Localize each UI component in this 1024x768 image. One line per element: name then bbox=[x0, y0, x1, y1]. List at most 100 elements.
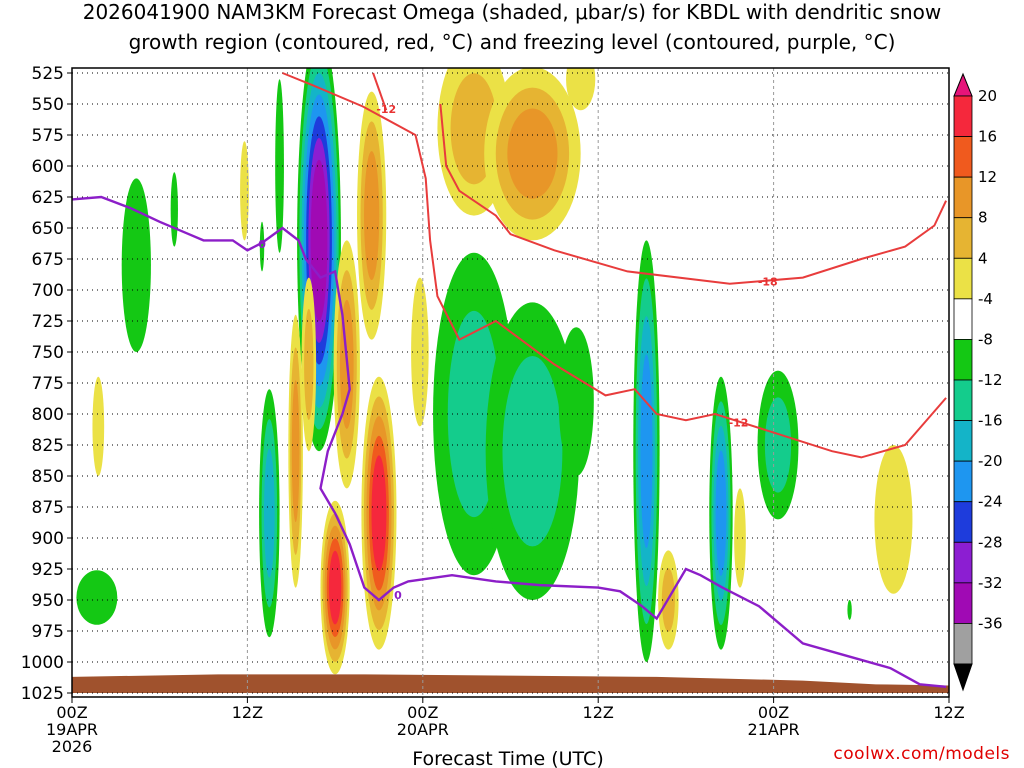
contour--12-isotherm bbox=[282, 72, 947, 459]
y-tick-label-875: 875 bbox=[32, 498, 64, 518]
x-tick-label-0-2: 2026 bbox=[52, 737, 93, 756]
y-tick-label-925: 925 bbox=[32, 560, 64, 580]
x-tick-label-24-1: 20APR bbox=[397, 720, 449, 739]
ascent-13z-level--6 bbox=[259, 221, 265, 272]
x-tick-label-0-0: 00Z bbox=[56, 703, 87, 722]
ascent-07z-level--6 bbox=[170, 172, 178, 247]
ascent-tower-level--30 bbox=[310, 159, 328, 322]
colorbar-bin--16--12 bbox=[953, 420, 973, 462]
sub-18z-level-18 bbox=[328, 550, 342, 625]
colorbar-label-8: 8 bbox=[978, 209, 988, 227]
sub-16z-level-6 bbox=[304, 308, 314, 420]
y-tick-label-850: 850 bbox=[32, 467, 64, 487]
y-tick-label-650: 650 bbox=[32, 219, 64, 239]
y-tick-label-750: 750 bbox=[32, 343, 64, 363]
sub-20z-upper-level-10 bbox=[364, 151, 380, 281]
x-tick-label-24-0: 00Z bbox=[407, 703, 438, 722]
contour-label-1: -18 bbox=[758, 275, 778, 288]
colorbar-label--16: -16 bbox=[978, 412, 1003, 430]
y-tick-label-1000: 1000 bbox=[21, 653, 64, 673]
colorbar-label--36: -36 bbox=[978, 614, 1003, 632]
ascent-07z-20apr-level--10 bbox=[502, 355, 563, 547]
y-tick-label-800: 800 bbox=[32, 405, 64, 425]
contour-label-2: -12 bbox=[729, 417, 749, 430]
colorbar-label-4: 4 bbox=[978, 249, 988, 267]
colorbar-label--12: -12 bbox=[978, 371, 1003, 389]
colorbar-bin--4-0 bbox=[953, 298, 973, 340]
x-tick-label-48-1: 21APR bbox=[748, 720, 800, 739]
colorbar-bin--36--32 bbox=[953, 623, 973, 665]
sub-10z-upper-level-2 bbox=[566, 68, 596, 111]
x-tick-label-48-0: 00Z bbox=[758, 703, 789, 722]
colorbar-bin--32--28 bbox=[953, 582, 973, 624]
sub-21z-level-18 bbox=[371, 455, 387, 572]
chart-title-line-2: growth region (contoured, red, °C) and f… bbox=[128, 30, 896, 54]
x-axis-label: Forecast Time (UTC) bbox=[412, 748, 603, 768]
colorbar-label--32: -32 bbox=[978, 574, 1003, 592]
sub-22z-20apr-level-2 bbox=[734, 488, 746, 588]
sub-07z-upper-level-10 bbox=[507, 108, 558, 199]
y-tick-label-675: 675 bbox=[32, 250, 64, 270]
y-tick-label-700: 700 bbox=[32, 281, 64, 301]
sub-08z-21apr-level-2 bbox=[874, 445, 913, 594]
x-tick-label-36-0: 12Z bbox=[583, 703, 614, 722]
omega-shading: -12 -18 -12 0 0 bbox=[72, 68, 949, 697]
y-tick-label-900: 900 bbox=[32, 529, 64, 549]
terrain bbox=[72, 674, 949, 693]
ascent-0z-level--6 bbox=[76, 570, 118, 625]
colorbar-bin--12--8 bbox=[953, 379, 973, 421]
ascent-21z-20apr-level--18 bbox=[715, 450, 727, 576]
colorbar-bin-16-20 bbox=[953, 95, 973, 137]
ascent-14z-level--6 bbox=[275, 79, 284, 253]
colorbar-label--20: -20 bbox=[978, 452, 1003, 470]
y-tick-label-975: 975 bbox=[32, 622, 64, 642]
contour--18-isotherm bbox=[439, 103, 947, 285]
plot-area: -12 -18 -12 0 0 bbox=[72, 68, 949, 697]
colorbar-bin--28--24 bbox=[953, 541, 973, 584]
colorbar: 20 16 12 8 4 -4 -8 -12 -16 -20 -24 -28 -32 -36 bbox=[953, 72, 1003, 692]
colorbar-bin-4-8 bbox=[953, 217, 973, 259]
chart-title-line-1: 2026041900 NAM3KM Forecast Omega (shaded… bbox=[82, 0, 942, 24]
contour--12-isotherm bbox=[372, 72, 388, 111]
colorbar-bin-0-4 bbox=[953, 257, 973, 300]
colorbar-bin-12-16 bbox=[953, 136, 973, 178]
colorbar-top-arrow bbox=[953, 72, 973, 97]
colorbar-label-20: 20 bbox=[978, 87, 997, 105]
colorbar-bin-8-12 bbox=[953, 176, 973, 219]
y-tick-label-525: 525 bbox=[32, 64, 64, 84]
ascent-13z-low-level--14 bbox=[264, 448, 275, 578]
y-tick-label-600: 600 bbox=[32, 157, 64, 177]
ascent-15z-20apr-level--18 bbox=[640, 354, 653, 549]
contour-label-4: 0 bbox=[394, 589, 402, 602]
y-tick-label-775: 775 bbox=[32, 374, 64, 394]
y-tick-label-725: 725 bbox=[32, 312, 64, 332]
sub-23z-level-2 bbox=[411, 277, 429, 427]
x-tick-label-0-1: 19APR bbox=[46, 720, 98, 739]
colorbar-label--24: -24 bbox=[978, 493, 1003, 511]
y-tick-label-625: 625 bbox=[32, 188, 64, 208]
colorbar-label--4: -4 bbox=[978, 290, 993, 308]
colorbar-label-12: 12 bbox=[978, 168, 997, 186]
colorbar-label--28: -28 bbox=[978, 533, 1003, 551]
y-tick-label-825: 825 bbox=[32, 436, 64, 456]
site-credit: coolwx.com/models bbox=[833, 744, 1010, 764]
contour-0-freezing-level bbox=[72, 195, 947, 688]
ascent-04z-level--6 bbox=[121, 178, 151, 352]
y-tick-label-950: 950 bbox=[32, 591, 64, 611]
sub-02z-level-2 bbox=[92, 376, 105, 476]
y-tick-label-1025: 1025 bbox=[21, 684, 64, 704]
y-tick-label-575: 575 bbox=[32, 126, 64, 146]
x-tick-label-12-0: 12Z bbox=[232, 703, 263, 722]
colorbar-bin--20--16 bbox=[953, 460, 973, 503]
axes: 525 550 575 600 625 650 675 700 725 750 775 800 825 8… bbox=[21, 64, 965, 756]
colorbar-bottom-arrow bbox=[953, 663, 973, 692]
ascent-05z-21apr-level--6 bbox=[847, 600, 852, 620]
x-tick-label-60-0: 12Z bbox=[933, 703, 964, 722]
sub-15z-level-10 bbox=[291, 380, 300, 523]
contour-label-3: 0 bbox=[258, 238, 266, 251]
colorbar-label-16: 16 bbox=[978, 128, 997, 146]
y-tick-label-550: 550 bbox=[32, 95, 64, 115]
colorbar-label--8: -8 bbox=[978, 330, 993, 348]
colorbar-bin--8--4 bbox=[953, 339, 973, 381]
